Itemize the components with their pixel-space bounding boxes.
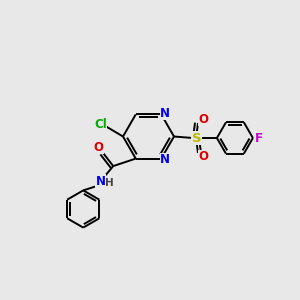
Text: Cl: Cl (94, 118, 107, 131)
Text: S: S (192, 131, 201, 145)
Text: N: N (160, 107, 170, 120)
Text: O: O (93, 141, 103, 154)
Text: O: O (198, 112, 208, 126)
Text: F: F (255, 131, 263, 145)
Text: N: N (160, 153, 170, 166)
Text: N: N (96, 175, 106, 188)
Text: H: H (105, 178, 114, 188)
Text: O: O (198, 150, 208, 164)
